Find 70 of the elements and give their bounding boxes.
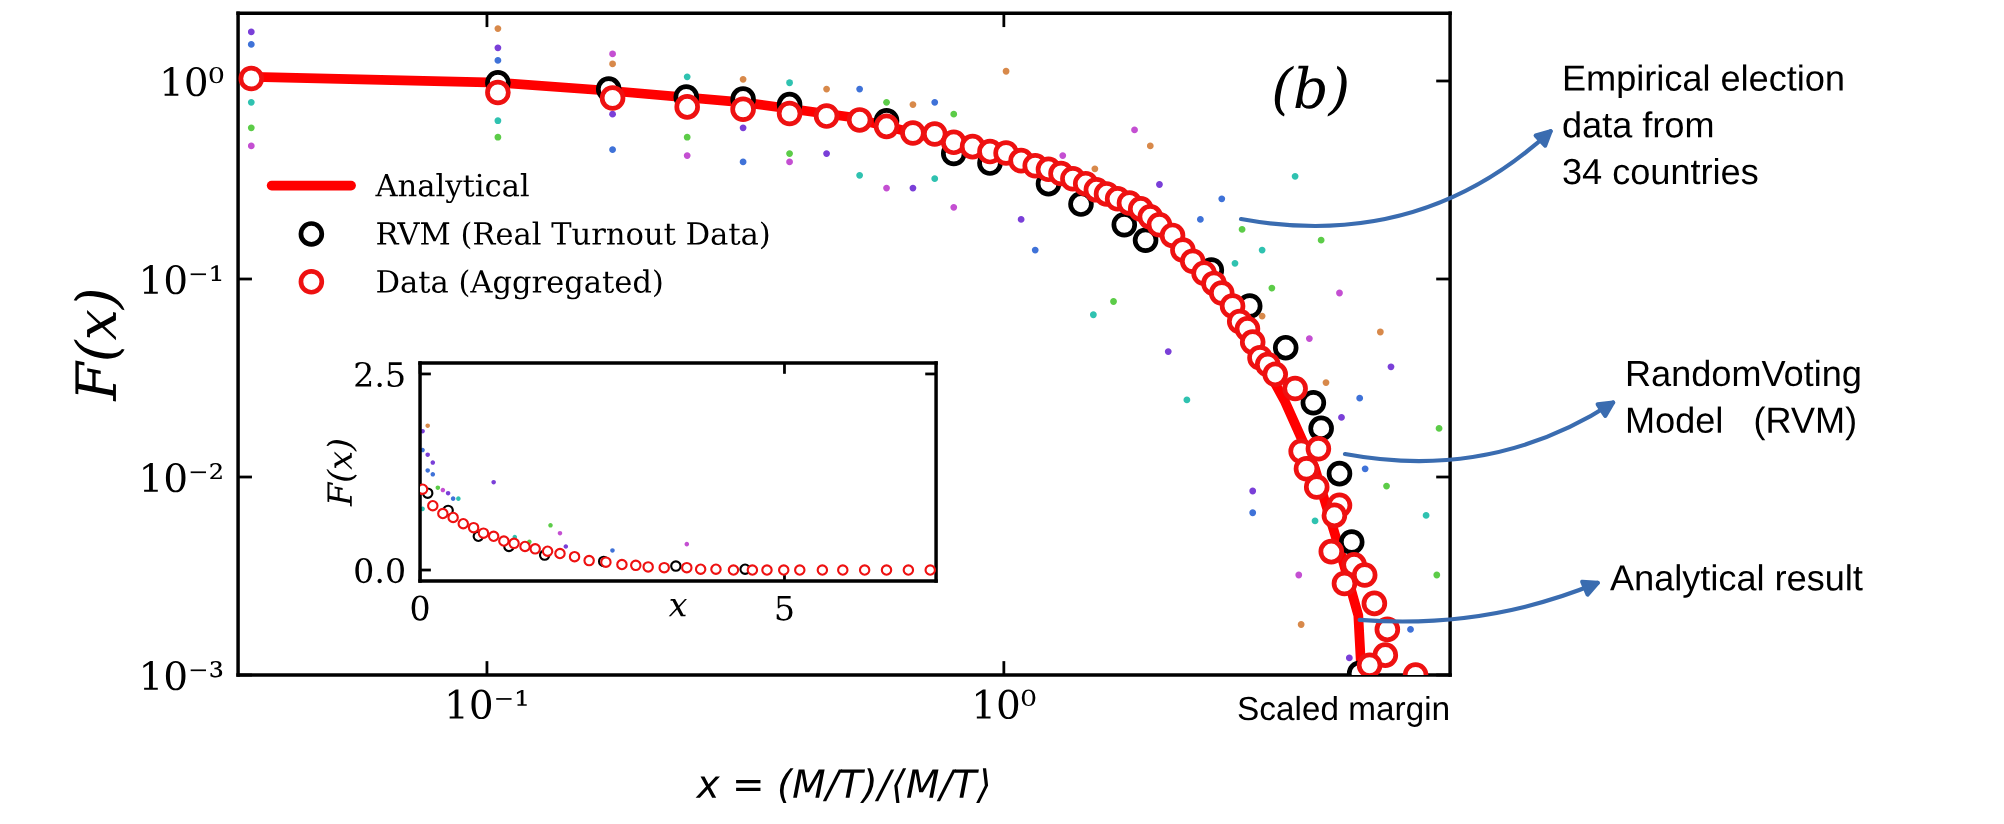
y-tick-label: 2.5 bbox=[355, 361, 404, 388]
point bbox=[924, 564, 936, 576]
point bbox=[427, 499, 439, 512]
x-axis-title: x = (M/T)/⟨M/T⟩ bbox=[695, 768, 989, 803]
point bbox=[477, 527, 490, 539]
point bbox=[761, 564, 773, 576]
point bbox=[658, 561, 670, 574]
point bbox=[508, 537, 520, 550]
y-tick-label: 10⁰ bbox=[163, 66, 224, 97]
point bbox=[435, 485, 441, 490]
point bbox=[902, 564, 915, 576]
point bbox=[727, 564, 740, 576]
point bbox=[837, 564, 849, 576]
point bbox=[563, 544, 569, 549]
point bbox=[694, 563, 707, 575]
annotation: (b) bbox=[1274, 65, 1347, 117]
point bbox=[583, 554, 595, 567]
point bbox=[557, 530, 563, 536]
point bbox=[630, 559, 642, 572]
y-axis-title: F(x) bbox=[326, 440, 357, 507]
point bbox=[456, 496, 461, 501]
point bbox=[425, 423, 430, 428]
point bbox=[684, 541, 690, 547]
y-tick-label: 10⁻² bbox=[143, 462, 222, 493]
point bbox=[710, 563, 722, 575]
x-tick-label: 5 bbox=[776, 595, 793, 621]
point bbox=[794, 564, 806, 576]
text: RandomVoting Model (RVM) bbox=[1627, 359, 1860, 441]
text: Empirical election data from 34 countries bbox=[1563, 64, 1843, 185]
point bbox=[548, 523, 553, 528]
point bbox=[816, 564, 829, 576]
y-axis-title: F(x) bbox=[73, 290, 125, 402]
point bbox=[610, 548, 615, 553]
point bbox=[670, 560, 682, 572]
point bbox=[642, 561, 654, 573]
point bbox=[777, 564, 790, 576]
point bbox=[529, 543, 541, 555]
text: Scaled margin bbox=[1238, 695, 1448, 727]
annotation: Analytical result bbox=[1610, 564, 1863, 598]
point bbox=[541, 545, 554, 557]
point bbox=[430, 460, 436, 465]
point bbox=[519, 540, 531, 553]
point bbox=[616, 558, 628, 571]
legend-label: Data (Aggregated) bbox=[377, 269, 662, 300]
y-tick-label: 10⁻³ bbox=[143, 660, 223, 691]
point bbox=[437, 507, 449, 520]
point bbox=[467, 521, 480, 534]
point bbox=[445, 490, 451, 496]
point bbox=[450, 496, 456, 501]
point bbox=[491, 479, 496, 485]
x-tick-label: 0 bbox=[411, 595, 429, 621]
y-tick-label: 0.0 bbox=[355, 557, 404, 584]
point bbox=[440, 487, 446, 493]
legend-label: RVM (Real Turnout Data) bbox=[377, 221, 769, 250]
legend-label: Analytical bbox=[375, 173, 529, 204]
point bbox=[858, 564, 871, 576]
point bbox=[681, 561, 693, 574]
x-axis-title: x bbox=[668, 599, 687, 617]
point bbox=[430, 472, 436, 477]
point bbox=[487, 530, 500, 543]
point bbox=[880, 564, 893, 576]
y-tick-label: 10⁻¹ bbox=[143, 264, 222, 295]
point bbox=[498, 535, 510, 547]
point bbox=[568, 550, 581, 563]
point bbox=[425, 452, 430, 458]
point bbox=[425, 468, 430, 473]
point bbox=[746, 564, 759, 576]
point bbox=[554, 547, 566, 560]
point bbox=[457, 518, 470, 530]
point bbox=[447, 511, 459, 524]
